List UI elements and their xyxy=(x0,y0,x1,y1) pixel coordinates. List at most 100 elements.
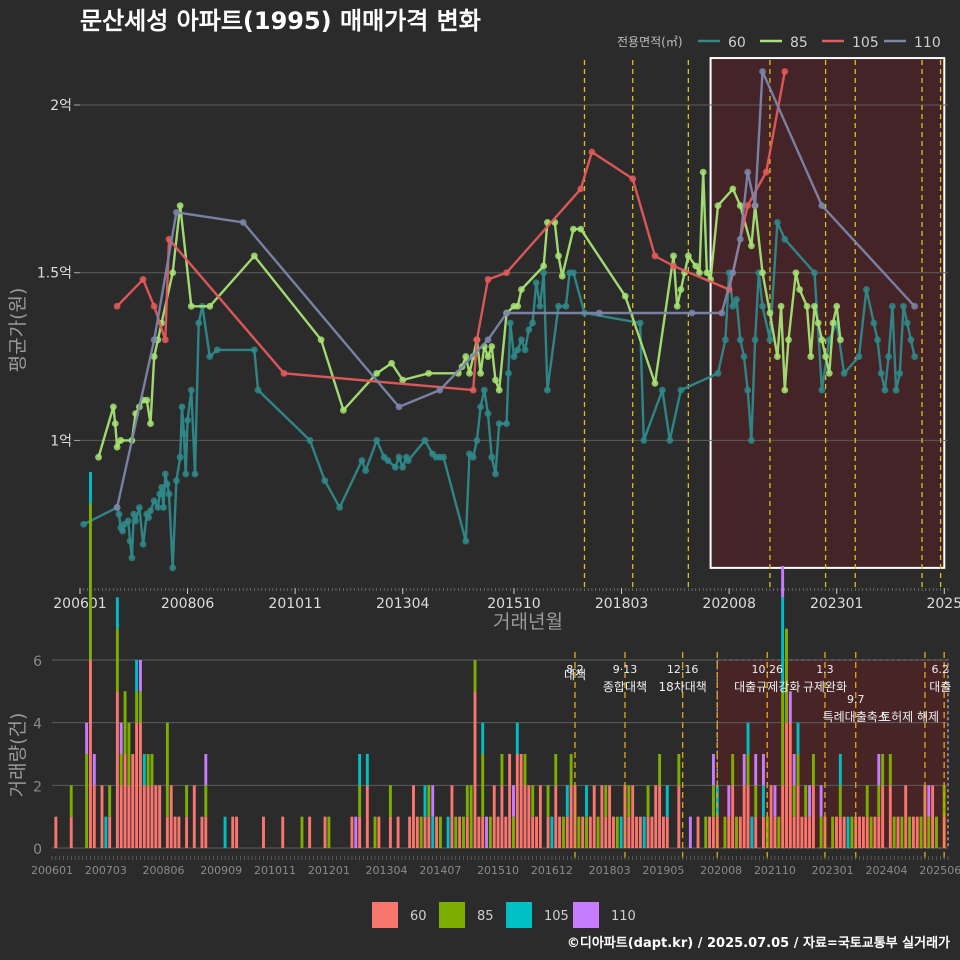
data-point-60 xyxy=(503,420,510,428)
data-point-105 xyxy=(651,252,659,260)
data-point-60 xyxy=(862,286,870,293)
volume-bar-60 xyxy=(911,816,915,848)
volume-y-tick-label: 2 xyxy=(33,779,42,795)
data-point-85 xyxy=(147,420,154,428)
data-point-60 xyxy=(506,319,514,327)
volume-bar-60 xyxy=(746,785,750,848)
volume-bar-110 xyxy=(431,785,435,817)
volume-bar-85 xyxy=(900,816,904,848)
volume-legend-label-85: 85 xyxy=(477,909,494,924)
volume-bar-105 xyxy=(550,816,554,848)
data-point-85 xyxy=(729,185,737,193)
volume-bar-60 xyxy=(861,816,865,848)
data-point-60 xyxy=(477,403,485,411)
data-point-85 xyxy=(477,369,485,377)
data-point-85 xyxy=(569,225,577,233)
data-point-110 xyxy=(595,309,603,317)
volume-bar-85 xyxy=(419,816,423,848)
data-point-60 xyxy=(191,470,199,478)
volume-bar-110 xyxy=(773,785,777,817)
data-point-85 xyxy=(796,286,804,293)
data-point-60 xyxy=(213,346,221,354)
data-point-110 xyxy=(113,504,121,511)
data-point-60 xyxy=(521,346,529,354)
volume-bar-105 xyxy=(446,816,450,848)
data-point-110 xyxy=(718,309,726,317)
volume-bar-60 xyxy=(558,816,562,848)
data-point-60 xyxy=(529,319,536,327)
legend-bottom: 60 85 105 110 xyxy=(372,902,636,928)
volume-bar-110 xyxy=(711,754,715,786)
volume-bar-60 xyxy=(165,816,169,848)
data-point-105 xyxy=(744,202,752,210)
data-point-105 xyxy=(280,369,288,377)
volume-bar-60 xyxy=(146,785,150,848)
data-point-105 xyxy=(577,185,585,193)
volume-bar-85 xyxy=(569,754,573,786)
volume-bar-85 xyxy=(85,754,89,848)
data-point-60 xyxy=(911,353,919,360)
volume-bar-60 xyxy=(788,722,792,848)
volume-bar-105 xyxy=(781,597,785,692)
volume-bar-60 xyxy=(915,816,919,848)
volume-bar-60 xyxy=(888,785,892,848)
data-point-105 xyxy=(161,336,169,344)
volume-bar-85 xyxy=(865,785,869,817)
data-point-60 xyxy=(484,410,492,417)
volume-bar-60 xyxy=(504,816,508,848)
data-point-60 xyxy=(892,386,900,394)
data-point-85 xyxy=(792,269,800,277)
volume-bar-85 xyxy=(358,785,362,817)
volume-bar-110 xyxy=(512,785,515,817)
volume-bar-60 xyxy=(865,816,869,848)
data-point-60 xyxy=(469,453,477,461)
volume-bar-85 xyxy=(165,722,169,817)
data-point-60 xyxy=(907,336,915,344)
volume-y-tick-label: 0 xyxy=(33,842,42,858)
volume-bar-60 xyxy=(527,785,531,848)
volume-bar-60 xyxy=(731,785,735,848)
data-point-85 xyxy=(111,420,119,428)
volume-bar-85 xyxy=(927,816,931,848)
data-point-60 xyxy=(640,437,648,444)
volume-bar-60 xyxy=(496,816,500,848)
volume-bar-85 xyxy=(488,816,492,848)
volume-bar-110 xyxy=(808,785,812,817)
data-point-85 xyxy=(113,443,121,451)
data-point-85 xyxy=(492,376,499,384)
volume-bar-60 xyxy=(785,722,788,848)
volume-bar-85 xyxy=(888,754,892,786)
data-point-60 xyxy=(126,537,134,545)
data-point-60 xyxy=(306,437,314,444)
volume-x-tick-label: 202506 xyxy=(919,864,960,877)
volume-bar-85 xyxy=(646,785,650,817)
volume-bar-105 xyxy=(846,816,850,848)
volume-bar-105 xyxy=(481,722,485,754)
data-point-110 xyxy=(239,219,247,226)
volume-bar-60 xyxy=(531,816,535,848)
volume-bar-60 xyxy=(169,785,173,848)
volume-bar-105 xyxy=(142,754,146,786)
volume-bar-60 xyxy=(108,816,112,848)
x-tick-label: 201011 xyxy=(268,596,321,612)
volume-bar-105 xyxy=(135,660,139,692)
volume-legend-label-110: 110 xyxy=(611,909,636,924)
data-point-85 xyxy=(736,202,744,210)
volume-legend-key-105 xyxy=(506,902,532,928)
volume-bar-60 xyxy=(904,785,908,848)
data-point-105 xyxy=(469,386,477,394)
data-point-60 xyxy=(169,564,177,572)
data-point-60 xyxy=(773,219,781,226)
volume-bar-85 xyxy=(677,754,681,786)
volume-bar-85 xyxy=(935,816,938,848)
highlight-region xyxy=(709,57,946,569)
data-point-110 xyxy=(744,168,752,176)
volume-bar-60 xyxy=(792,816,796,848)
volume-bar-60 xyxy=(800,816,804,848)
volume-bar-60 xyxy=(650,816,654,848)
volume-bar-60 xyxy=(185,816,189,848)
data-point-60 xyxy=(569,269,577,277)
data-point-60 xyxy=(173,477,180,485)
annotation-text: 특례대출축소 xyxy=(823,710,889,724)
data-point-60 xyxy=(818,386,826,394)
